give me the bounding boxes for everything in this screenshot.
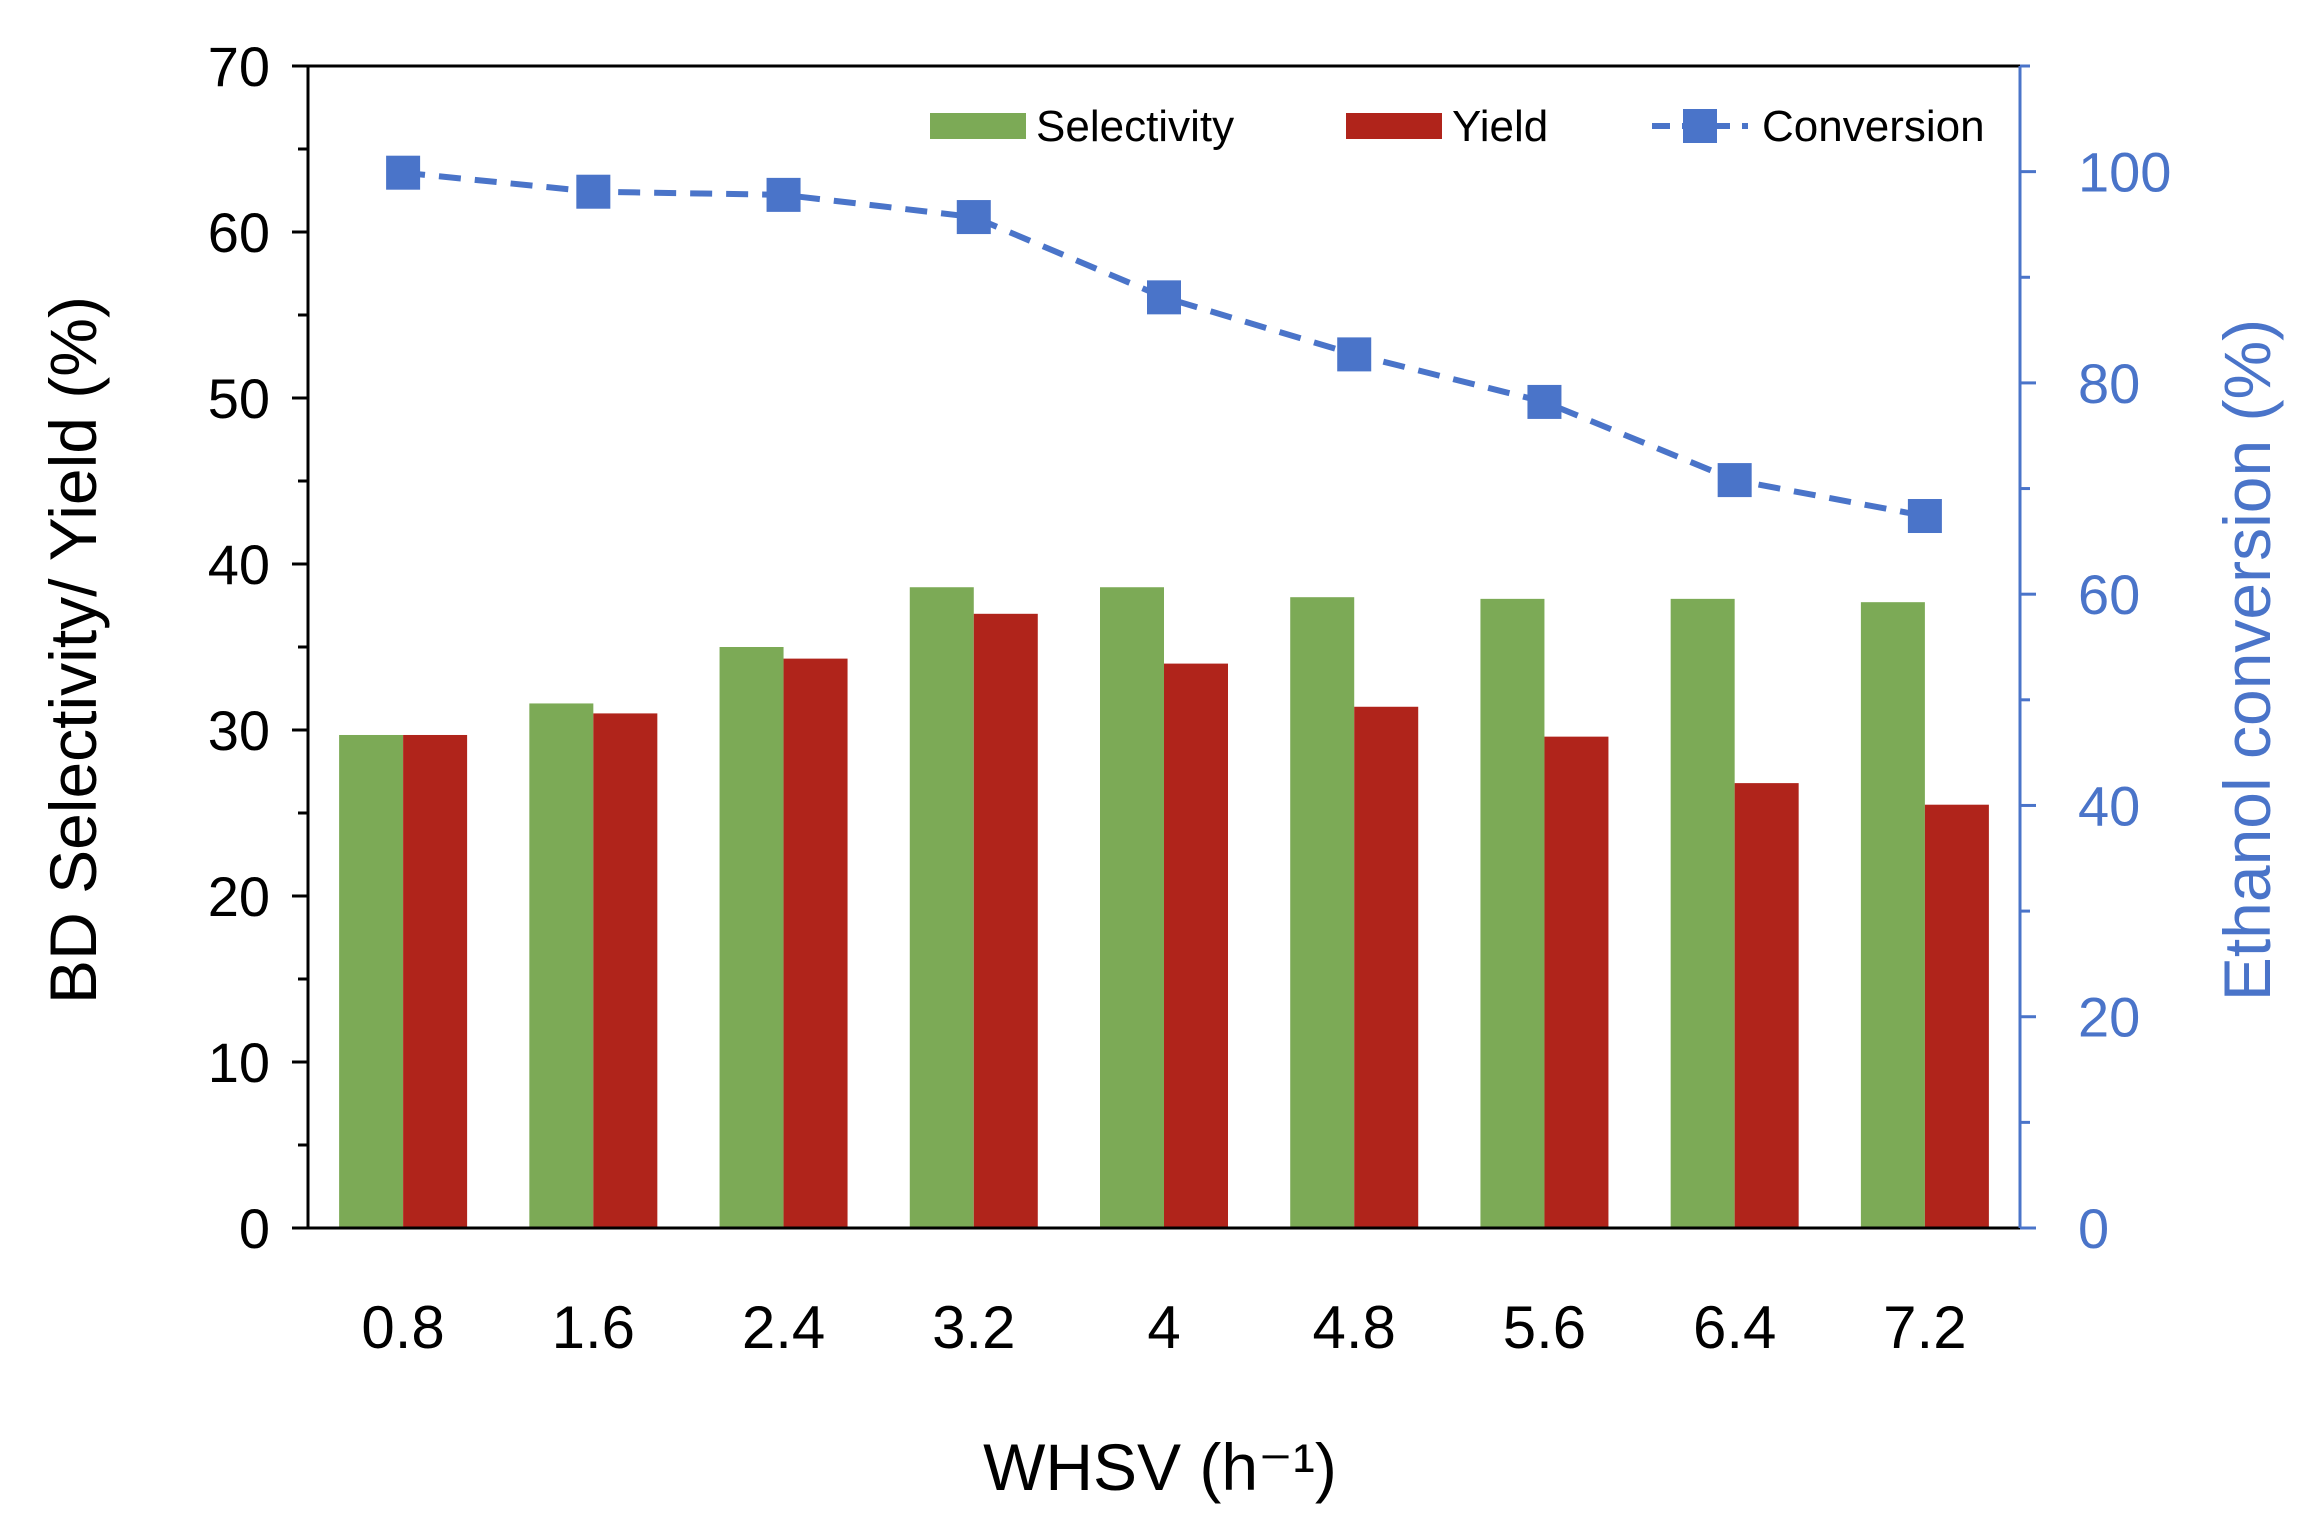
bar-yield-5: [1354, 706, 1419, 1228]
legend: Selectivity Yield Conversion: [930, 102, 1985, 151]
x-tick-label: 1.6: [552, 1294, 635, 1361]
legend-swatch-yield: [1346, 113, 1442, 139]
y-tick-label-right: 40: [2078, 774, 2140, 837]
bar-yield-6: [1544, 736, 1609, 1228]
y-tick-label-left: 30: [208, 699, 270, 762]
y-tick-label-right: 80: [2078, 352, 2140, 415]
bar-selectivity-2: [719, 647, 784, 1228]
point-conversion-6: [1527, 384, 1562, 419]
bar-yield-7: [1734, 783, 1799, 1228]
point-conversion-8: [1907, 499, 1942, 534]
x-tick-label: 6.4: [1693, 1294, 1776, 1361]
point-conversion-2: [766, 177, 801, 212]
y-tick-label-left: 10: [208, 1031, 270, 1094]
y-tick-label-right: 100: [2078, 141, 2171, 204]
x-tick-label: 0.8: [361, 1294, 444, 1361]
bar-selectivity-3: [909, 587, 974, 1228]
y-axis-title-left: BD Selectivity/ Yield (%): [36, 296, 110, 1004]
axis-titles: WHSV (h⁻¹) BD Selectivity/ Yield (%) Eth…: [36, 296, 2284, 1504]
x-tick-label: 7.2: [1883, 1294, 1966, 1361]
bar-layer: [339, 587, 1989, 1228]
bar-yield-3: [973, 613, 1038, 1228]
y-tick-label-left: 70: [208, 35, 270, 98]
bar-yield-0: [403, 734, 468, 1228]
x-tick-label: 4.8: [1313, 1294, 1396, 1361]
legend-marker-conversion: [1683, 109, 1717, 143]
x-axis-title: WHSV (h⁻¹): [983, 1430, 1337, 1504]
y-tick-label-right: 60: [2078, 563, 2140, 626]
y-tick-label-left: 50: [208, 367, 270, 430]
bar-yield-8: [1924, 804, 1989, 1228]
bar-selectivity-4: [1100, 587, 1164, 1228]
point-conversion-4: [1147, 280, 1181, 315]
y-tick-label-right: 20: [2078, 986, 2140, 1049]
bar-selectivity-0: [339, 734, 404, 1228]
point-conversion-0: [386, 155, 421, 190]
bar-yield-4: [1164, 663, 1228, 1228]
point-conversion-3: [956, 200, 991, 235]
legend-label-yield: Yield: [1452, 102, 1548, 151]
y-tick-label-left: 40: [208, 533, 270, 596]
series-line-conversion: [402, 169, 1926, 519]
x-tick-label: 5.6: [1503, 1294, 1586, 1361]
point-conversion-7: [1717, 463, 1752, 498]
x-tick-label: 2.4: [742, 1294, 825, 1361]
bar-selectivity-8: [1860, 602, 1925, 1228]
y-axis-title-right: Ethanol conversion (%): [2210, 319, 2284, 1001]
y-tick-label-right: 0: [2078, 1197, 2109, 1260]
bar-selectivity-1: [529, 703, 594, 1228]
point-conversion-5: [1337, 337, 1372, 372]
legend-swatch-selectivity: [930, 113, 1026, 139]
bar-yield-1: [593, 713, 658, 1228]
x-tick-label: 3.2: [932, 1294, 1015, 1361]
bar-selectivity-5: [1290, 597, 1355, 1228]
legend-label-selectivity: Selectivity: [1036, 102, 1234, 151]
x-tick-label: 4: [1147, 1294, 1180, 1361]
bar-selectivity-7: [1670, 598, 1735, 1228]
bar-yield-2: [783, 658, 848, 1228]
point-conversion-1: [576, 174, 611, 209]
line-layer: [386, 155, 1942, 534]
y-tick-label-left: 60: [208, 201, 270, 264]
y-tick-label-left: 0: [239, 1197, 270, 1260]
axes-layer: 0 10 20 30 40 50 60 70 0 20 40 60 80 100 0.8 1.6 2.4 3.2 4…: [208, 35, 2172, 1361]
legend-label-conversion: Conversion: [1762, 102, 1985, 151]
bar-selectivity-6: [1480, 598, 1545, 1228]
y-tick-label-left: 20: [208, 865, 270, 928]
